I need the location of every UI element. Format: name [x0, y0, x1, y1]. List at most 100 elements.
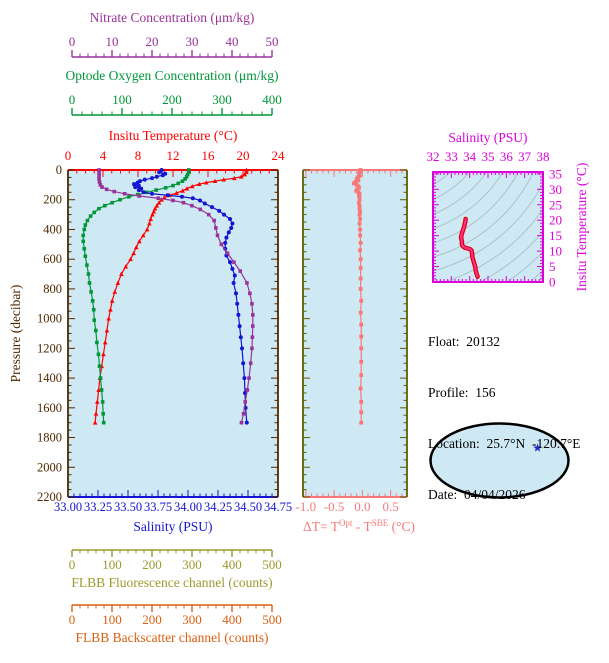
pressure-tick-label: 1600	[37, 401, 62, 415]
ts-diagram: 32 33 34 35 36 37 38 Salinity (PSU) 051015202530…	[427, 130, 590, 291]
backscatter-tick-label: 300	[182, 612, 202, 627]
pressure-tick-label: 0	[56, 163, 62, 177]
nitrate-tick-label: 40	[226, 34, 239, 49]
float-info: Float: 20132 Profile: 156 Location: 25.7…	[428, 299, 581, 537]
temperature-tick-label: 4	[100, 148, 107, 163]
nitrate-tick-label: 20	[146, 34, 159, 49]
fluorescence-axis: 0 100 200 300 400 500 FLBB Fluorescence channe…	[69, 549, 282, 590]
ts-frame: 32 33 34 35 36 37 38 Salinity (PSU) 051015202530…	[427, 130, 590, 291]
backscatter-tick-label: 400	[222, 612, 242, 627]
delta-t-axis-title: ΔT= TOpt - TSBE (°C)	[303, 518, 415, 534]
date-label: Date:	[428, 487, 458, 502]
backscatter-tick-label: 200	[142, 612, 162, 627]
nitrate-axis-title: Nitrate Concentration (μm/kg)	[90, 10, 255, 25]
oxygen-axis-title: Optode Oxygen Concentration (μm/kg)	[65, 68, 278, 83]
date-row: Date: 04/04/2026	[428, 486, 581, 503]
oxygen-tick-label: 400	[262, 92, 282, 107]
salinity-tick-label: 34.00	[174, 500, 202, 514]
ts-temperature-tick-label: 5	[549, 259, 556, 274]
backscatter-tick-label: 100	[102, 612, 122, 627]
pressure-axis: 0 200 400 600 800 1000 1200 1400 1600 1800 2000 220…	[8, 163, 279, 504]
fluorescence-tick-label: 400	[222, 557, 242, 572]
temperature-tick-label: 8	[135, 148, 142, 163]
temperature-axis-title: Insitu Temperature (°C)	[109, 128, 238, 143]
backscatter-tick-label: 500	[262, 612, 282, 627]
nitrate-tick-label: 0	[69, 34, 76, 49]
pressure-tick-label: 1800	[37, 431, 62, 445]
profile-row: Profile: 156	[428, 384, 581, 401]
pressure-tick-label: 400	[43, 222, 62, 236]
delta-t-plot: -1.0 -0.5 0.0 0.5 ΔT= TOpt - TSBE (°C)	[296, 168, 415, 534]
fluorescence-tick-label: 0	[69, 557, 76, 572]
delta-t-tick-label: 0.5	[382, 499, 398, 514]
backscatter-tick-label: 0	[69, 612, 76, 627]
ts-temperature-tick-label: 15	[549, 228, 562, 243]
delta-t-tick-label: -0.5	[324, 499, 345, 514]
series-delta-t	[351, 168, 364, 425]
temperature-axis: 0 4 8 12 16 20 24 Insitu Temperature (°C)	[65, 128, 285, 177]
fluorescence-tick-label: 500	[262, 557, 282, 572]
ts-temperature-tick-label: 35	[549, 166, 562, 181]
pressure-tick-label: 600	[43, 252, 62, 266]
nitrate-axis: 0 10 20 30 40 50 Nitrate Concentration (μm/kg)	[69, 10, 279, 58]
salinity-tick-label: 33.50	[114, 500, 142, 514]
pressure-tick-label: 800	[43, 282, 62, 296]
location-label: Location:	[428, 436, 480, 451]
ts-salinity-tick-label: 36	[500, 149, 514, 164]
fluorescence-tick-label: 200	[142, 557, 162, 572]
pressure-tick-label: 1200	[37, 341, 62, 355]
oxygen-tick-label: 100	[112, 92, 132, 107]
ts-temperature-axis-title: Insitu Temperature (°C)	[574, 163, 589, 292]
pressure-tick-label: 2200	[37, 490, 62, 504]
date-value: 04/04/2026	[464, 487, 526, 502]
ts-temperature-tick-label: 20	[549, 213, 562, 228]
oxygen-tick-label: 200	[162, 92, 182, 107]
salinity-tick-label: 33.75	[144, 500, 172, 514]
profile-value: 156	[475, 385, 496, 400]
ts-temperature-tick-label: 10	[549, 244, 562, 259]
fluorescence-axis-title: FLBB Fluorescence channel (counts)	[71, 575, 272, 590]
salinity-tick-label: 33.00	[54, 500, 82, 514]
series-oxygen	[81, 168, 191, 425]
nitrate-tick-label: 10	[106, 34, 119, 49]
fluorescence-tick-label: 300	[182, 557, 202, 572]
ts-salinity-tick-label: 38	[537, 149, 550, 164]
float-id-row: Float: 20132	[428, 333, 581, 350]
temperature-tick-label: 12	[167, 148, 180, 163]
ts-temperature-tick-label: 30	[549, 182, 562, 197]
temperature-tick-label: 0	[65, 148, 72, 163]
temperature-tick-label: 20	[237, 148, 250, 163]
pressure-tick-label: 200	[43, 193, 62, 207]
pressure-tick-label: 2000	[37, 460, 62, 474]
ts-salinity-tick-label: 32	[427, 149, 440, 164]
oxygen-axis: 0 100 200 300 400 Optode Oxygen Concentration…	[65, 68, 282, 116]
temperature-tick-label: 16	[202, 148, 216, 163]
salinity-axis: 33.00 33.25 33.50 33.75 34.00 34.25 34.50 34.75…	[54, 490, 292, 534]
temperature-tick-label: 24	[272, 148, 286, 163]
pressure-tick-label: 1000	[37, 312, 62, 326]
ts-curve	[458, 216, 480, 279]
salinity-tick-label: 34.50	[234, 500, 262, 514]
backscatter-axis-title: FLBB Backscatter channel (counts)	[75, 630, 268, 645]
float-location-star-icon	[533, 443, 542, 452]
fluorescence-tick-label: 100	[102, 557, 122, 572]
location-row: Location: 25.7°N -120.7°E	[428, 435, 581, 452]
series-nitrate	[97, 168, 255, 425]
delta-t-tick-label: 0.0	[354, 499, 370, 514]
nitrate-tick-label: 30	[186, 34, 199, 49]
salinity-tick-label: 33.25	[84, 500, 112, 514]
salinity-tick-label: 34.25	[204, 500, 232, 514]
oxygen-tick-label: 0	[69, 92, 76, 107]
location-value: 25.7°N -120.7°E	[486, 436, 581, 451]
ts-salinity-tick-label: 35	[482, 149, 495, 164]
backscatter-axis: 0 100 200 300 400 500 FLBB Backscatter channel…	[69, 604, 282, 645]
world-map	[429, 422, 570, 499]
delta-t-tick-label: -1.0	[296, 499, 317, 514]
salinity-axis-title: Salinity (PSU)	[133, 519, 212, 534]
pressure-axis-title: Pressure (decibar)	[8, 285, 23, 383]
ts-salinity-axis-title: Salinity (PSU)	[448, 130, 527, 145]
salinity-tick-label: 34.75	[264, 500, 292, 514]
